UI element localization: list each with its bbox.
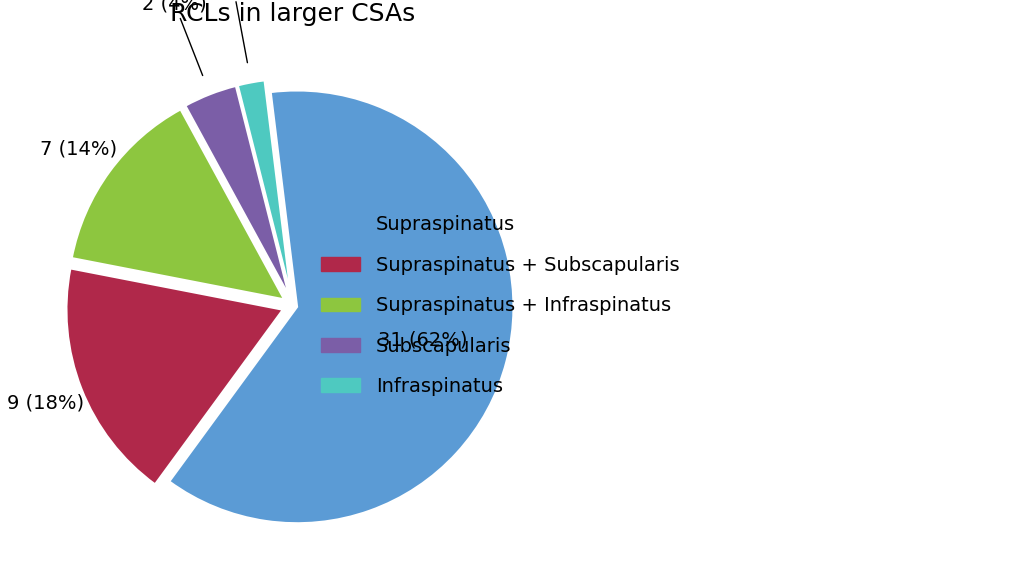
Text: 9 (18%): 9 (18%) (6, 393, 84, 412)
Wedge shape (186, 86, 289, 296)
Wedge shape (170, 91, 513, 523)
Text: 2 (4%): 2 (4%) (142, 0, 207, 75)
Title: RCLs in larger CSAs: RCLs in larger CSAs (171, 2, 415, 26)
Wedge shape (67, 268, 283, 485)
Wedge shape (72, 109, 284, 299)
Legend: Supraspinatus, Supraspinatus + Subscapularis, Supraspinatus + Infraspinatus, Sub: Supraspinatus, Supraspinatus + Subscapul… (313, 208, 687, 404)
Wedge shape (237, 81, 291, 295)
Text: 1 (2%): 1 (2%) (201, 0, 266, 63)
Text: 7 (14%): 7 (14%) (39, 139, 117, 158)
Text: 31 (62%): 31 (62%) (378, 330, 468, 349)
